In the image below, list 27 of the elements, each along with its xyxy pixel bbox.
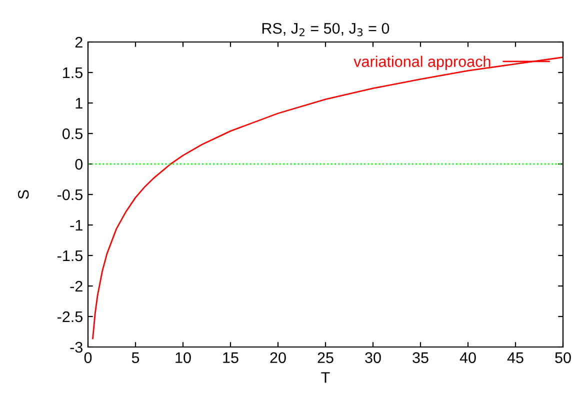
y-tick-label: -1	[70, 220, 82, 231]
x-tick-label: 35	[412, 352, 428, 364]
y-tick-label: -2	[70, 280, 82, 292]
y-tick-label: -0.5	[57, 189, 82, 200]
y-tick-label: -2.5	[57, 311, 82, 322]
x-tick-label: 20	[270, 352, 286, 364]
y-tick-label: 0	[75, 158, 83, 170]
y-tick-label: 2	[75, 36, 82, 48]
y-tick-label: 0.5	[62, 128, 82, 140]
chart-title: RS, J$_{2}$ = 50, J$_{3}$ = 0	[262, 22, 390, 36]
y-axis-title: S	[18, 190, 29, 199]
x-tick-label: 10	[176, 352, 191, 364]
x-tick-label: 50	[555, 352, 571, 364]
x-axis-title: T	[321, 372, 330, 383]
x-tick-label: 5	[132, 352, 140, 364]
legend-label: variational approach	[354, 56, 490, 70]
y-tick-label: -3	[70, 342, 82, 353]
line-series	[92, 56, 563, 340]
x-tick-label: 30	[365, 352, 381, 364]
x-tick-label: 15	[223, 352, 238, 364]
y-tick-label: -1.5	[57, 250, 82, 262]
x-tick-label: 40	[460, 352, 476, 364]
x-tick-label: 0	[84, 352, 92, 364]
y-tick-label: 1.5	[63, 68, 82, 78]
y-tick-label: 1	[76, 98, 82, 109]
x-tick-label: 45	[507, 352, 524, 364]
x-tick-label: 25	[318, 352, 334, 364]
